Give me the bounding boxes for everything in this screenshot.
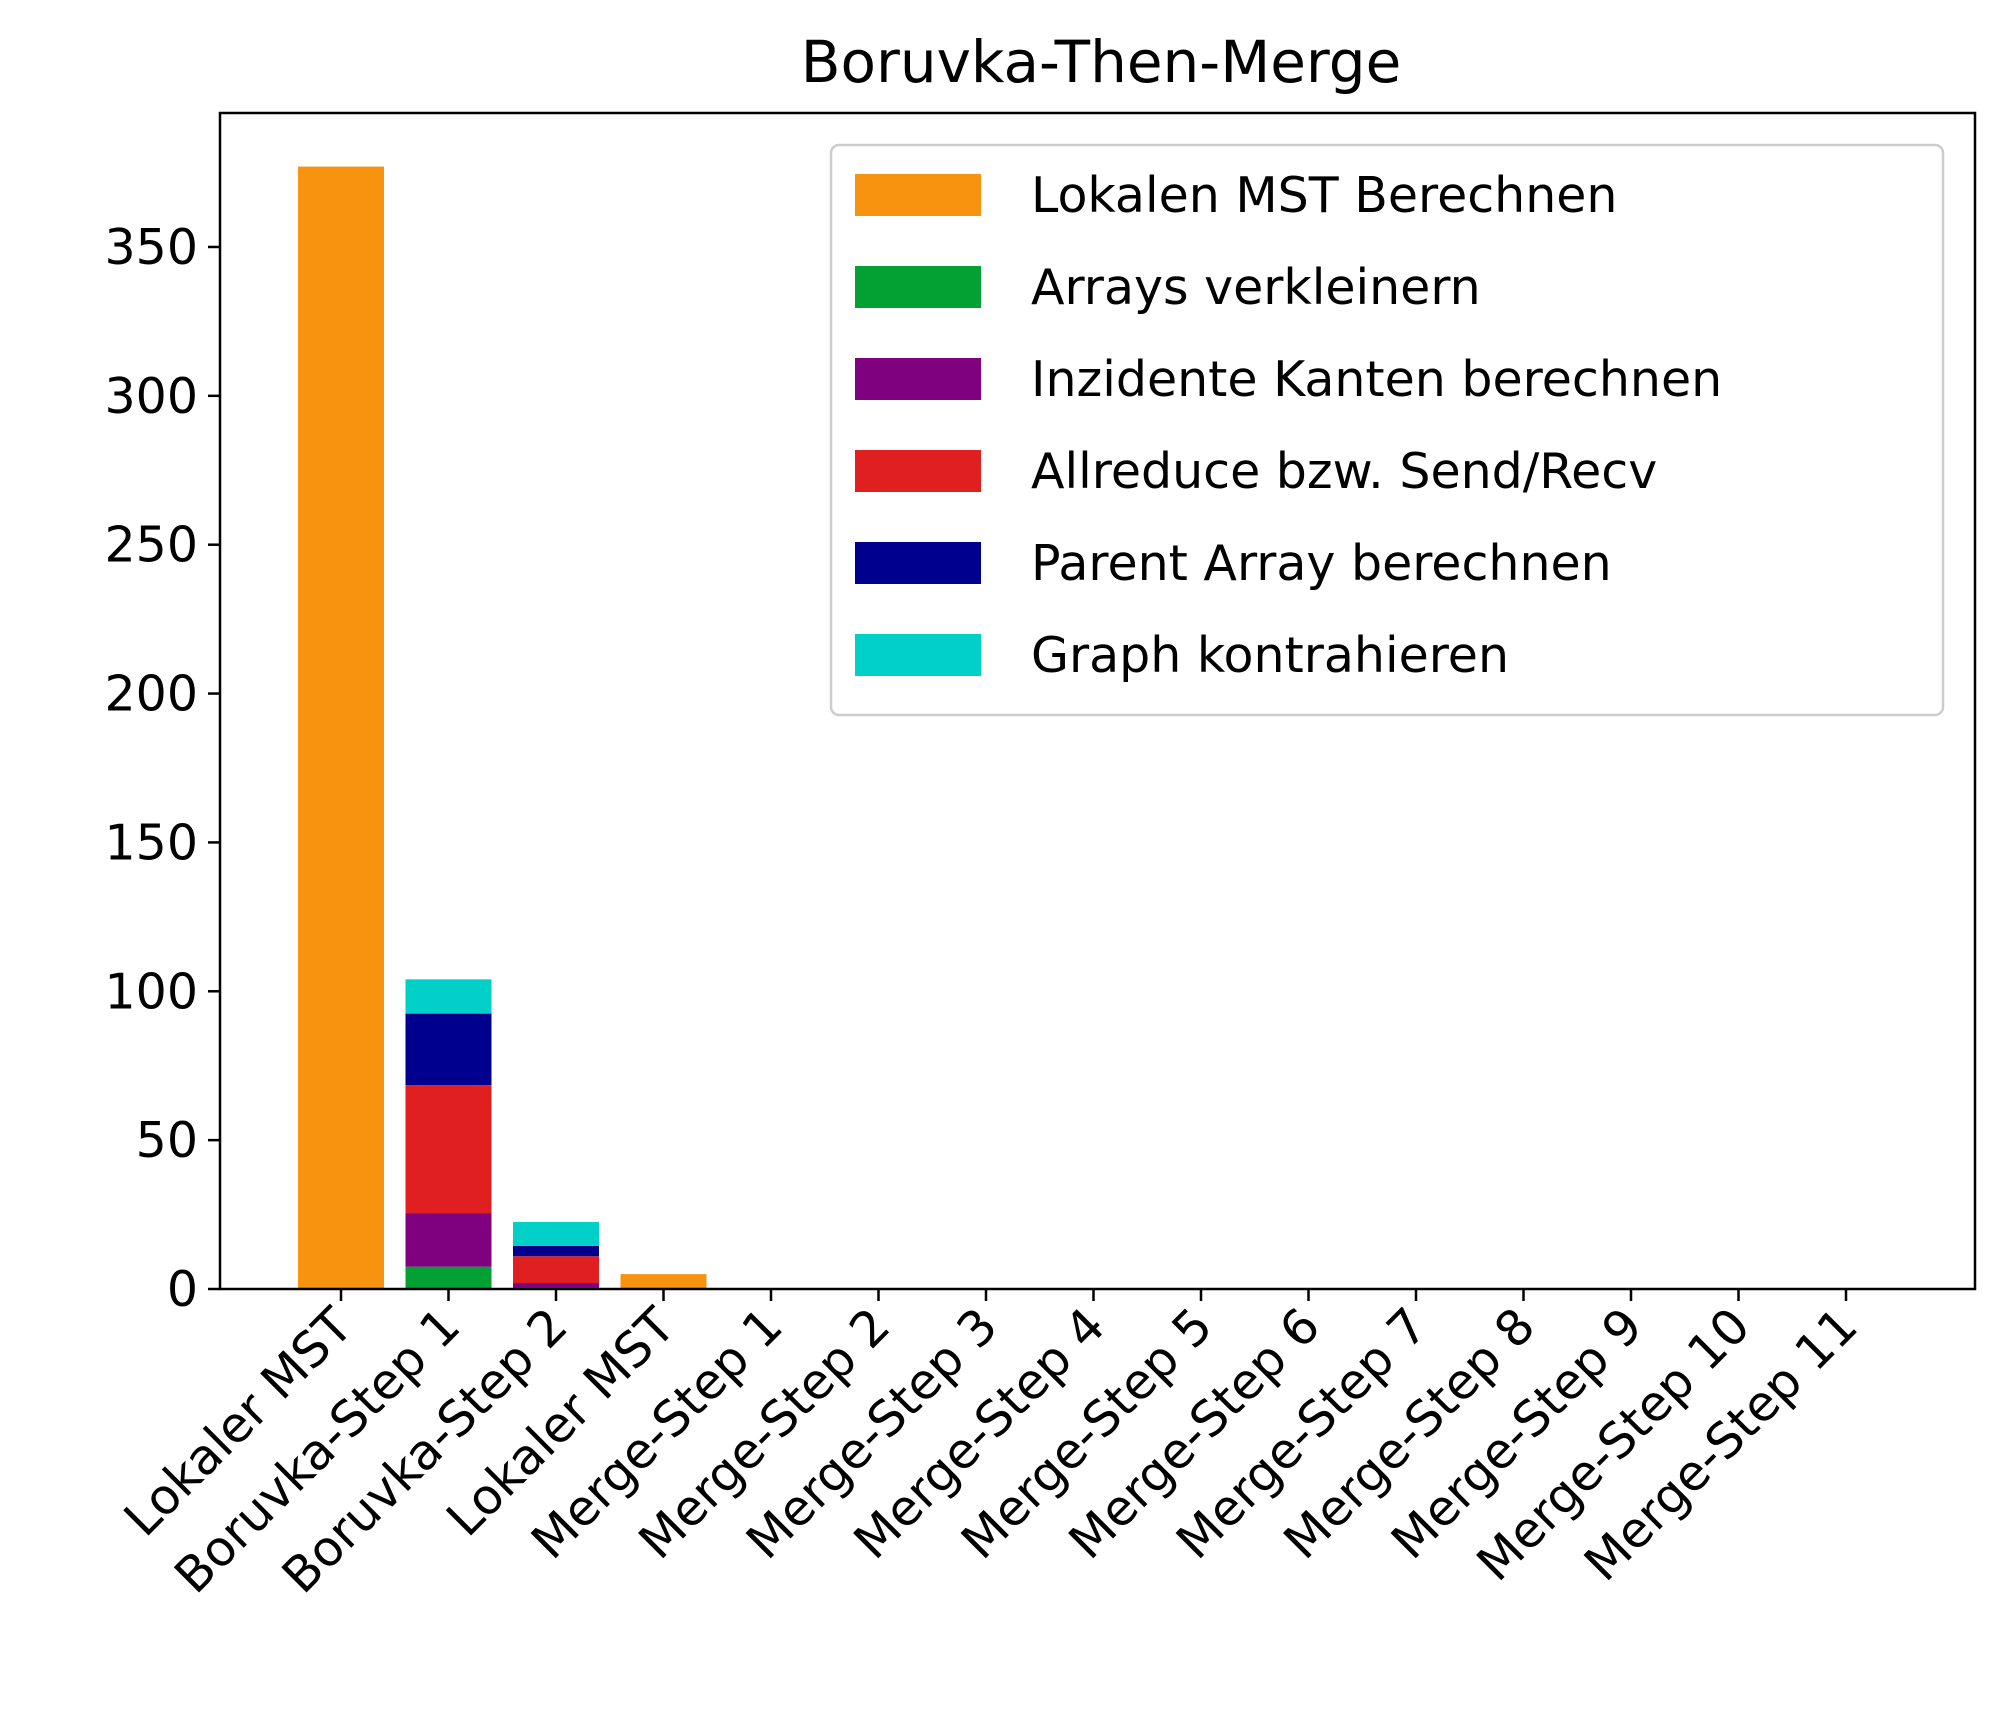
plot-frame — [218, 111, 1977, 1291]
y-tick-label: 100 — [104, 963, 198, 1020]
bar-segment-1-series-1 — [298, 166, 384, 1290]
bar-segment-2-series-6 — [405, 979, 492, 1014]
y-tick-label: 50 — [136, 1112, 198, 1169]
legend-box — [829, 143, 1945, 717]
chart-title: Boruvka-Then-Merge — [801, 28, 1402, 96]
bar-segment-4-series-1 — [620, 1274, 707, 1289]
legend-label: Parent Array berechnen — [1031, 535, 1612, 592]
bar-segment-2-series-3 — [405, 1213, 492, 1267]
y-tick-label: 300 — [104, 368, 198, 425]
legend: Lokalen MST Berechnen Arrays verkleinern I… — [829, 143, 1945, 717]
legend-label: Arrays verkleinern — [1031, 259, 1481, 316]
bar-segment-3-series-3 — [513, 1283, 599, 1288]
bar-segment-2-series-4 — [405, 1085, 492, 1214]
y-tick-label: 150 — [104, 814, 198, 871]
y-tick-label: 250 — [104, 517, 198, 574]
y-tick-label: 200 — [104, 666, 198, 723]
legend-label: Allreduce bzw. Send/Recv — [1031, 443, 1657, 500]
bar-segment-3-series-6 — [513, 1222, 599, 1246]
legend-swatch — [855, 542, 981, 584]
legend-swatch — [855, 266, 981, 308]
bars-layer — [298, 166, 707, 1290]
legend-label: Lokalen MST Berechnen — [1031, 167, 1617, 224]
legend-label: Graph kontrahieren — [1031, 627, 1509, 684]
legend-label: Inzidente Kanten berechnen — [1031, 351, 1722, 408]
bar-segment-2-series-2 — [405, 1266, 492, 1289]
legend-swatch — [855, 358, 981, 400]
y-tick-label: 350 — [104, 219, 198, 276]
bar-segment-3-series-5 — [513, 1245, 599, 1257]
legend-swatch — [855, 634, 981, 676]
y-axis: 0 50 100 150 200 250 300 350 — [104, 219, 220, 1318]
legend-swatch — [855, 450, 981, 492]
legend-swatch — [855, 174, 981, 216]
y-tick-label: 0 — [167, 1261, 198, 1318]
bar-segment-2-series-5 — [405, 1013, 492, 1086]
bar-segment-3-series-4 — [513, 1256, 599, 1284]
